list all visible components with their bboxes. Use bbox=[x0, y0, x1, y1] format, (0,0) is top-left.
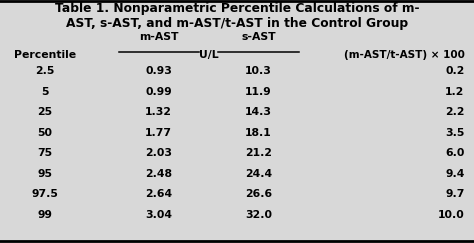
Text: 0.99: 0.99 bbox=[146, 87, 172, 96]
Text: 21.2: 21.2 bbox=[245, 148, 272, 158]
Text: 50: 50 bbox=[37, 128, 53, 138]
Text: 26.6: 26.6 bbox=[245, 189, 272, 199]
Text: 75: 75 bbox=[37, 148, 53, 158]
Text: 9.4: 9.4 bbox=[445, 168, 465, 179]
Text: 1.2: 1.2 bbox=[445, 87, 465, 96]
Text: m-AST: m-AST bbox=[139, 32, 179, 42]
Text: 95: 95 bbox=[37, 168, 53, 179]
Text: 24.4: 24.4 bbox=[245, 168, 272, 179]
Text: 2.64: 2.64 bbox=[145, 189, 173, 199]
Text: Table 1. Nonparametric Percentile Calculations of m-
AST, s-AST, and m-AST/t-AST: Table 1. Nonparametric Percentile Calcul… bbox=[55, 2, 419, 31]
Text: 3.04: 3.04 bbox=[146, 209, 172, 219]
Text: 0.2: 0.2 bbox=[445, 66, 465, 76]
Text: 25: 25 bbox=[37, 107, 53, 117]
Text: s-AST: s-AST bbox=[241, 32, 276, 42]
Text: 18.1: 18.1 bbox=[245, 128, 272, 138]
Text: 2.5: 2.5 bbox=[36, 66, 55, 76]
Text: 2.2: 2.2 bbox=[445, 107, 465, 117]
Text: U/L: U/L bbox=[199, 50, 219, 60]
Text: 6.0: 6.0 bbox=[445, 148, 465, 158]
Text: 3.5: 3.5 bbox=[445, 128, 465, 138]
Text: 99: 99 bbox=[37, 209, 53, 219]
Text: (m-AST/t-AST) × 100: (m-AST/t-AST) × 100 bbox=[344, 50, 465, 60]
Text: 9.7: 9.7 bbox=[445, 189, 465, 199]
Text: 10.3: 10.3 bbox=[245, 66, 272, 76]
Text: 10.0: 10.0 bbox=[438, 209, 465, 219]
Text: 11.9: 11.9 bbox=[245, 87, 272, 96]
Text: 32.0: 32.0 bbox=[245, 209, 272, 219]
Text: 1.77: 1.77 bbox=[146, 128, 172, 138]
Text: 5: 5 bbox=[41, 87, 49, 96]
Text: 2.48: 2.48 bbox=[146, 168, 172, 179]
Text: 0.93: 0.93 bbox=[146, 66, 172, 76]
Text: Percentile: Percentile bbox=[14, 50, 76, 60]
Text: 1.32: 1.32 bbox=[146, 107, 172, 117]
Text: 14.3: 14.3 bbox=[245, 107, 272, 117]
Text: 97.5: 97.5 bbox=[32, 189, 58, 199]
Text: 2.03: 2.03 bbox=[146, 148, 172, 158]
